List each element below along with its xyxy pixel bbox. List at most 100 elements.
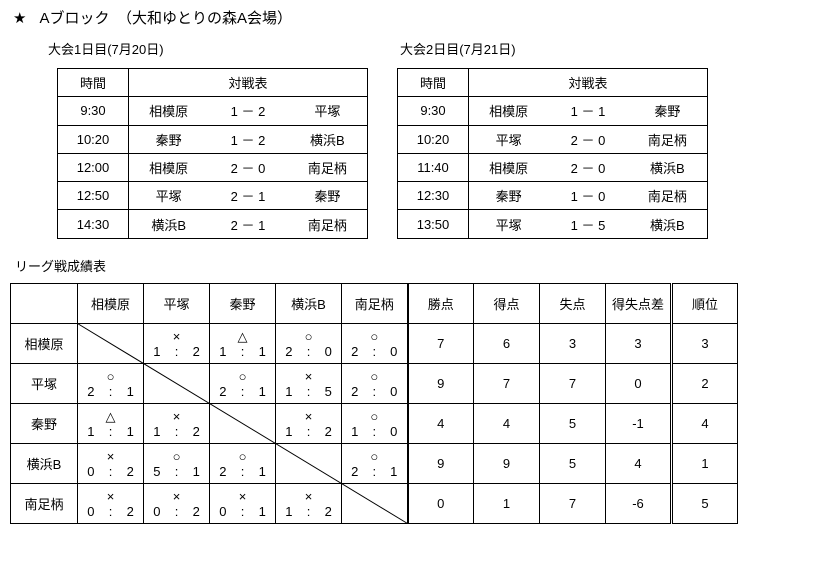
points-cell: 7 — [406, 323, 474, 364]
result-symbol: × — [304, 368, 313, 384]
match-row: 10:20 平塚 2 － 0 南足柄 — [397, 124, 708, 154]
goal-diff-cell: 3 — [605, 323, 672, 364]
match-score: 1 － 2 — [230, 104, 266, 120]
result-cell: ○ 2:1 — [209, 363, 276, 404]
goal-diff-cell: -6 — [605, 483, 672, 524]
result-cell: × 1:5 — [275, 363, 342, 404]
points-column-header: 勝点 — [406, 283, 474, 324]
goal-diff-cell: -1 — [605, 403, 672, 444]
match-row: 12:30 秦野 1 － 0 南足柄 — [397, 181, 708, 211]
home-team: 秦野 — [155, 132, 182, 148]
league-standings-section: 相模原 平塚 秦野 横浜B 南足柄 勝点 得点 失点 得失点差 順位 相模原 ×… — [10, 283, 739, 525]
diagonal-cell — [143, 363, 210, 404]
home-team: 平塚 — [155, 189, 182, 205]
score-right: 2 — [126, 503, 134, 519]
team-row-header: 横浜B — [10, 443, 78, 484]
result-score: 5:1 — [145, 463, 209, 481]
points-cell: 0 — [406, 483, 474, 524]
home-team: 平塚 — [495, 217, 522, 233]
home-team: 秦野 — [495, 189, 522, 205]
match-score: 2 － 0 — [230, 161, 266, 177]
match-row: 14:30 横浜B 2 － 1 南足柄 — [57, 209, 368, 239]
diagonal-cell — [275, 443, 342, 484]
match-row: 11:40 相模原 2 － 0 横浜B — [397, 152, 708, 183]
score-right: 0 — [390, 343, 398, 359]
match-score: 1 － 2 — [230, 132, 266, 148]
score-left: 2 — [285, 343, 293, 359]
match-score: 2 － 0 — [570, 161, 606, 177]
result-score: 1:2 — [277, 423, 341, 441]
score-left: 2 — [219, 383, 227, 399]
score-colon: : — [108, 463, 113, 479]
goals-for-cell: 7 — [473, 363, 540, 404]
result-score: 2:0 — [343, 343, 407, 361]
score-colon: : — [174, 423, 179, 439]
result-symbol: ○ — [106, 368, 115, 384]
score-colon: : — [240, 503, 245, 519]
score-right: 2 — [192, 343, 200, 359]
score-colon: : — [108, 383, 113, 399]
score-left: 5 — [153, 463, 161, 479]
match-score: 2 － 0 — [570, 132, 606, 148]
match-cell: 平塚 2 － 1 秦野 — [128, 181, 368, 211]
match-cell: 平塚 2 － 0 南足柄 — [468, 124, 708, 154]
score-colon: : — [240, 463, 245, 479]
match-cell: 相模原 2 － 0 南足柄 — [128, 152, 368, 183]
away-team: 横浜B — [649, 161, 685, 177]
result-symbol: ○ — [370, 448, 379, 464]
match-row: 9:30 相模原 1 － 1 秦野 — [397, 96, 708, 126]
result-cell: △ 1:1 — [209, 323, 276, 364]
home-team: 横浜B — [151, 217, 186, 233]
result-score: 1:1 — [79, 423, 143, 441]
score-left: 0 — [153, 503, 161, 519]
score-left: 0 — [87, 463, 95, 479]
result-symbol: × — [238, 488, 247, 504]
time-column-header: 時間 — [397, 67, 469, 98]
matches-column-header: 対戦表 — [468, 67, 708, 98]
score-left: 1 — [153, 423, 161, 439]
team-column-header: 横浜B — [275, 283, 342, 324]
score-left: 1 — [285, 423, 293, 439]
home-team: 相模原 — [489, 104, 529, 120]
result-cell: ○ 2:1 — [209, 443, 276, 484]
matches-column-header: 対戦表 — [128, 67, 368, 98]
star-icon: ★ — [13, 10, 27, 27]
score-right: 1 — [126, 423, 134, 439]
team-row-header: 南足柄 — [10, 483, 78, 524]
result-symbol: ○ — [238, 368, 247, 384]
points-cell: 4 — [406, 403, 474, 444]
time-cell: 13:50 — [397, 209, 469, 239]
corner-cell — [10, 283, 78, 324]
result-cell: ○ 2:1 — [77, 363, 144, 404]
result-symbol: × — [172, 408, 181, 424]
home-team: 相模原 — [149, 161, 189, 177]
goals-for-column-header: 得点 — [473, 283, 540, 324]
away-team: 南足柄 — [647, 132, 687, 148]
league-table-label: リーグ戦成績表 — [15, 259, 107, 274]
result-cell: ○ 2:0 — [341, 323, 408, 364]
score-right: 1 — [258, 463, 266, 479]
rank-cell: 1 — [670, 443, 738, 484]
match-row: 10:20 秦野 1 － 2 横浜B — [57, 124, 368, 154]
home-team: 平塚 — [495, 132, 522, 148]
result-score: 0:2 — [79, 503, 143, 521]
goals-for-cell: 1 — [473, 483, 540, 524]
score-right: 2 — [192, 423, 200, 439]
match-row: 13:50 平塚 1 － 5 横浜B — [397, 209, 708, 239]
diagonal-cell — [77, 323, 144, 364]
result-score: 1:0 — [343, 424, 407, 441]
score-colon: : — [306, 383, 311, 399]
result-score: 2:1 — [211, 463, 275, 481]
away-team: 南足柄 — [307, 217, 347, 233]
team-column-header: 平塚 — [143, 283, 210, 324]
result-cell: ○ 2:0 — [275, 323, 342, 364]
day2-schedule-table: 時間 対戦表 9:30 相模原 1 － 1 秦野 10:20 平塚 2 － 0 南足柄 … — [397, 67, 708, 239]
day1-header-row: 時間 対戦表 — [57, 67, 368, 98]
goal-diff-cell: 0 — [605, 363, 672, 404]
match-cell: 相模原 2 － 0 横浜B — [468, 152, 708, 183]
score-colon: : — [240, 383, 245, 399]
score-right: 2 — [324, 503, 332, 519]
score-left: 0 — [219, 503, 227, 519]
rank-cell: 3 — [670, 323, 738, 364]
